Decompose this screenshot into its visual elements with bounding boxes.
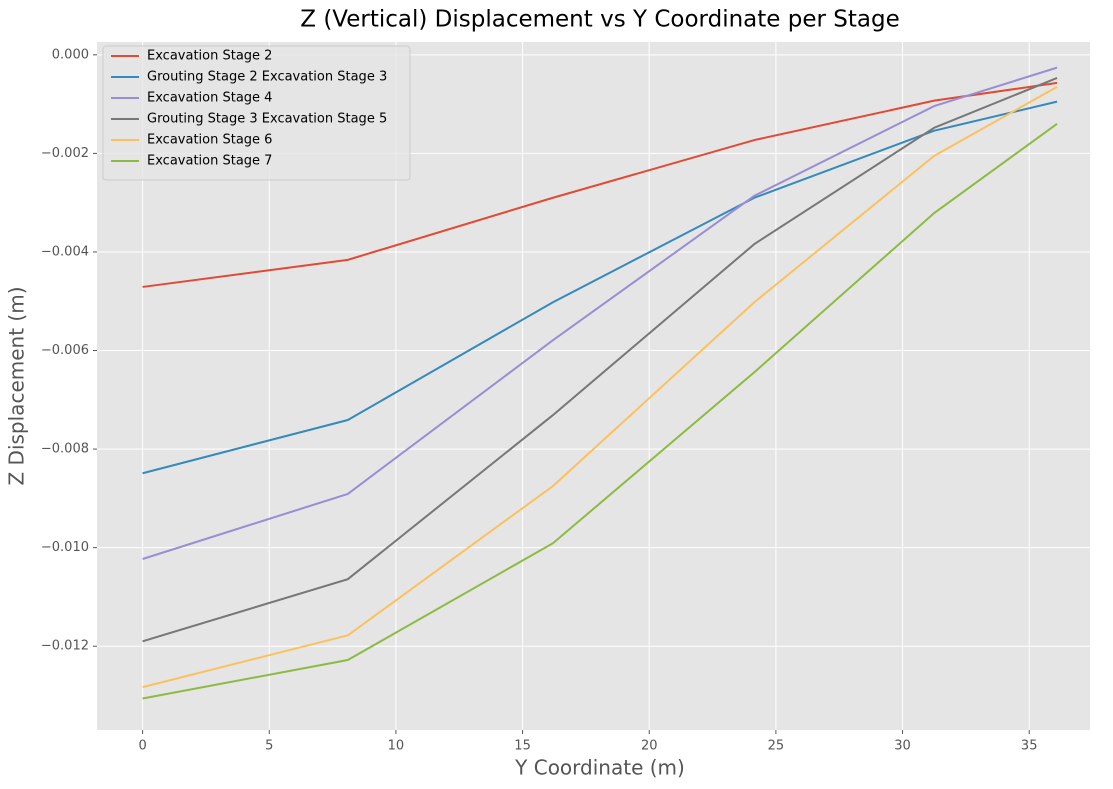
legend-label: Grouting Stage 2 Excavation Stage 3 — [147, 70, 387, 85]
y-tick-label: −0.002 — [41, 146, 89, 161]
x-tick-label: 10 — [388, 739, 405, 754]
series-line — [142, 77, 1058, 643]
y-tick-label: −0.006 — [41, 343, 89, 358]
legend-label: Excavation Stage 6 — [147, 133, 272, 148]
legend-label: Excavation Stage 2 — [147, 49, 272, 64]
series-line — [142, 81, 1058, 288]
x-tick-label: 20 — [641, 739, 658, 754]
series-line — [142, 66, 1058, 560]
y-tick-label: −0.008 — [41, 442, 89, 457]
x-tick-label: 35 — [1021, 739, 1038, 754]
legend-box — [102, 45, 411, 181]
x-tick-label: 15 — [514, 739, 531, 754]
y-tick-label: 0.000 — [52, 47, 89, 62]
legend: Excavation Stage 2 Grouting Stage 2 Excav… — [102, 45, 411, 181]
x-tick-label: 0 — [138, 739, 146, 754]
series-line — [142, 123, 1058, 700]
lines — [142, 66, 1058, 700]
series-line — [142, 85, 1058, 689]
x-tick-label: 5 — [265, 739, 273, 754]
y-axis-label: Z Displacement (m) — [5, 287, 29, 486]
x-axis-label: Y Coordinate (m) — [514, 756, 685, 780]
legend-label: Excavation Stage 7 — [147, 154, 272, 169]
x-tick-label: 25 — [768, 739, 785, 754]
y-tick-label: −0.012 — [41, 639, 89, 654]
series-line — [142, 100, 1058, 475]
y-tick-label: −0.004 — [41, 244, 89, 259]
x-tick-label: 30 — [894, 739, 911, 754]
y-tick-label: −0.010 — [41, 540, 89, 555]
legend-label: Excavation Stage 4 — [147, 91, 272, 106]
legend-label: Grouting Stage 3 Excavation Stage 5 — [147, 112, 387, 127]
chart-title: Z (Vertical) Displacement vs Y Coordinat… — [300, 7, 899, 33]
